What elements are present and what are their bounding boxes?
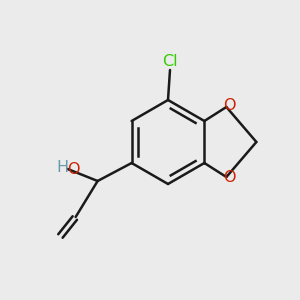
Text: O: O xyxy=(68,161,80,176)
Text: O: O xyxy=(223,170,236,185)
Text: O: O xyxy=(223,98,236,113)
Text: Cl: Cl xyxy=(162,53,178,68)
Text: H: H xyxy=(57,160,69,175)
